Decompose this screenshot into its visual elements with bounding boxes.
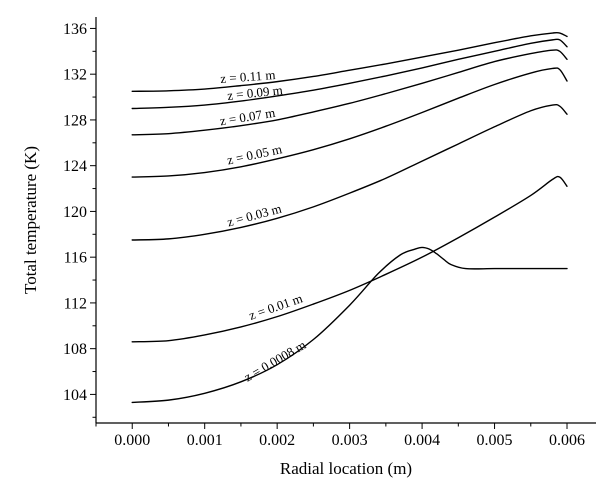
ticks: 0.000 0.001 0.002 0.003 0.004 0.005 0.006 104 10… xyxy=(63,21,585,449)
series-line-0 xyxy=(131,31,568,93)
series-line-2 xyxy=(131,49,568,136)
y-tick-label: 112 xyxy=(64,295,87,312)
series-line-4 xyxy=(131,103,568,241)
curve-labels: z = 0.11 mz = 0.09 mz = 0.07 mz = 0.05 m… xyxy=(219,67,309,384)
y-axis-title: Total temperature (K) xyxy=(21,146,40,294)
y-tick-label: 128 xyxy=(63,112,87,129)
x-tick-label: 0.005 xyxy=(477,432,513,449)
curve-label: z = 0.03 m xyxy=(225,201,283,230)
series-line-3 xyxy=(131,67,568,178)
series-group xyxy=(131,31,568,404)
y-tick-label: 104 xyxy=(63,387,87,404)
y-tick-label: 124 xyxy=(63,158,87,175)
series-line-1 xyxy=(131,38,568,110)
y-tick-label: 116 xyxy=(64,250,87,267)
x-tick-label: 0.002 xyxy=(259,432,295,449)
series-line-6 xyxy=(131,246,568,404)
curve-label: z = 0.01 m xyxy=(247,291,305,323)
x-tick-label: 0.001 xyxy=(187,432,223,449)
curve-label: z = 0.11 m xyxy=(220,67,276,86)
series-line-5 xyxy=(131,175,568,343)
y-tick-label: 132 xyxy=(63,67,87,84)
y-tick-label: 136 xyxy=(63,21,87,38)
curve-label: z = 0.0008 m xyxy=(241,337,308,384)
curve-label: z = 0.09 m xyxy=(226,82,283,103)
x-axis-title: Radial location (m) xyxy=(280,459,412,478)
x-tick-label: 0.003 xyxy=(332,432,368,449)
x-tick-label: 0.000 xyxy=(114,432,150,449)
x-tick-label: 0.004 xyxy=(404,432,440,449)
x-tick-label: 0.006 xyxy=(549,432,585,449)
y-tick-label: 108 xyxy=(63,341,87,358)
y-tick-label: 120 xyxy=(63,204,87,221)
axes xyxy=(95,17,596,424)
